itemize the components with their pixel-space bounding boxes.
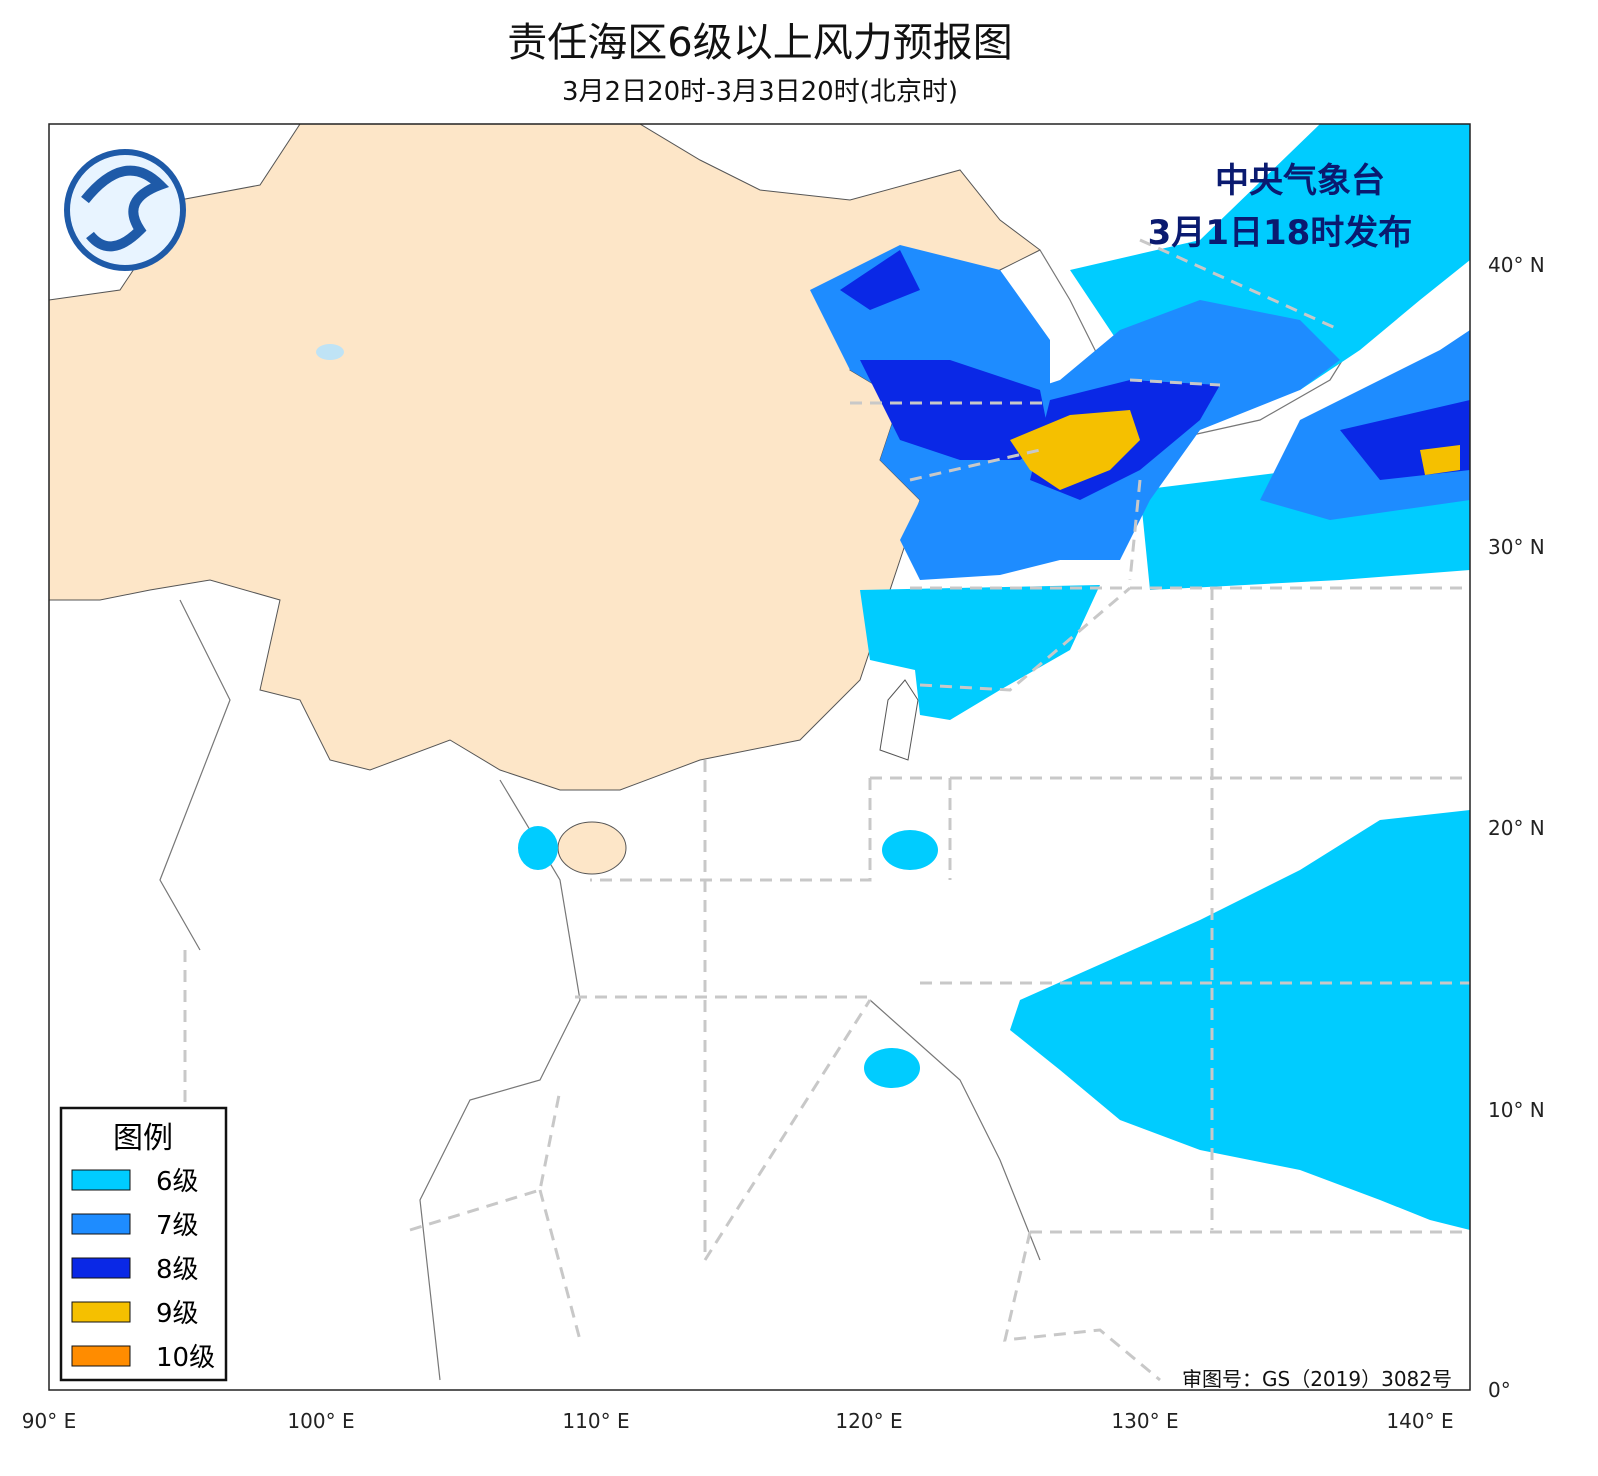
wind-6 bbox=[882, 830, 938, 870]
legend: 图例 6级 7级 8级 9级 10级 bbox=[59, 1106, 228, 1382]
coastlines bbox=[159, 239, 1461, 1381]
publisher-agency: 中央气象台 bbox=[1215, 161, 1385, 201]
y-tick-label: 30° N bbox=[1488, 535, 1545, 559]
legend-swatch bbox=[71, 1257, 131, 1279]
legend-label: 7级 bbox=[156, 1211, 199, 1241]
y-tick-label: 0° bbox=[1488, 1378, 1511, 1402]
y-tick-label: 20° N bbox=[1488, 816, 1545, 840]
legend-label: 6级 bbox=[156, 1167, 199, 1197]
x-tick-label: 100° E bbox=[287, 1409, 354, 1433]
legend-swatch bbox=[71, 1213, 131, 1235]
legend-label: 9级 bbox=[156, 1299, 199, 1329]
x-tick-label: 110° E bbox=[562, 1409, 629, 1433]
y-tick-label: 40° N bbox=[1488, 253, 1545, 277]
wind-6 bbox=[864, 1048, 920, 1088]
x-tick-label: 130° E bbox=[1111, 1409, 1178, 1433]
x-axis: 90° E 100° E 110° E 120° E 130° E 140° E bbox=[22, 1409, 1454, 1433]
x-tick-label: 120° E bbox=[835, 1409, 902, 1433]
wind-8 bbox=[840, 250, 920, 310]
map bbox=[48, 123, 1471, 1391]
sea-area-boundaries bbox=[183, 238, 1470, 1382]
x-tick-label: 90° E bbox=[22, 1409, 76, 1433]
legend-label: 10级 bbox=[156, 1343, 215, 1373]
taiwan bbox=[879, 679, 919, 761]
hainan bbox=[557, 821, 627, 875]
legend-swatch bbox=[71, 1169, 131, 1191]
logo bbox=[64, 149, 186, 271]
legend-title: 图例 bbox=[113, 1121, 173, 1156]
wind-6 bbox=[518, 826, 558, 870]
y-axis: 40° N 30° N 20° N 10° N 0° bbox=[1488, 253, 1545, 1402]
legend-box bbox=[59, 1106, 228, 1382]
wind-9 bbox=[1010, 410, 1140, 490]
wind-6 bbox=[1010, 810, 1470, 1230]
map-frame bbox=[48, 123, 1471, 1391]
wind-8 bbox=[860, 360, 1050, 460]
legend-swatch bbox=[71, 1301, 131, 1323]
title: 责任海区6级以上风力预报图 bbox=[507, 20, 1012, 66]
wind-9 bbox=[1420, 445, 1460, 475]
subtitle: 3月2日20时-3月3日20时(北京时) bbox=[562, 77, 958, 107]
approval-number: 审图号：GS（2019）3082号 bbox=[1182, 1367, 1452, 1391]
y-tick-label: 10° N bbox=[1488, 1098, 1545, 1122]
legend-label: 8级 bbox=[156, 1255, 199, 1285]
x-tick-label: 140° E bbox=[1386, 1409, 1453, 1433]
legend-swatch bbox=[71, 1345, 131, 1367]
publisher-issued: 3月1日18时发布 bbox=[1148, 213, 1413, 253]
lake bbox=[316, 344, 344, 360]
